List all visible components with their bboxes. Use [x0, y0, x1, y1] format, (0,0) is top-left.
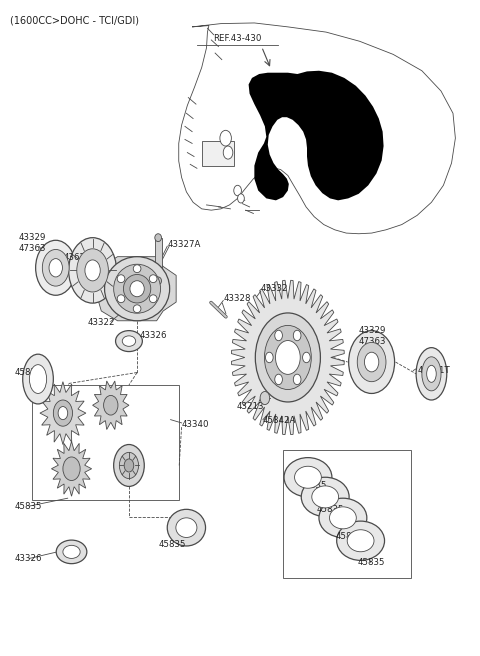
Ellipse shape	[301, 478, 349, 516]
Ellipse shape	[347, 530, 374, 552]
Circle shape	[302, 352, 310, 363]
Text: REF.43-430: REF.43-430	[214, 34, 262, 43]
Ellipse shape	[422, 357, 441, 391]
Ellipse shape	[149, 275, 157, 283]
Circle shape	[260, 392, 270, 405]
Circle shape	[238, 194, 244, 203]
Circle shape	[220, 131, 231, 146]
Ellipse shape	[284, 458, 332, 497]
Ellipse shape	[336, 521, 384, 560]
Ellipse shape	[116, 331, 143, 352]
Circle shape	[223, 146, 233, 159]
Text: 43340: 43340	[181, 420, 209, 430]
Ellipse shape	[364, 352, 379, 372]
Ellipse shape	[122, 336, 136, 346]
Text: 45835: 45835	[158, 539, 186, 548]
Circle shape	[120, 453, 139, 479]
Ellipse shape	[105, 256, 169, 321]
Text: 43326: 43326	[140, 331, 167, 340]
Text: 43326: 43326	[15, 554, 43, 563]
Ellipse shape	[117, 295, 125, 302]
Ellipse shape	[49, 258, 62, 277]
Ellipse shape	[36, 240, 76, 295]
Text: 43329
47363: 43329 47363	[19, 233, 47, 253]
Ellipse shape	[85, 260, 100, 281]
Circle shape	[264, 325, 312, 390]
Circle shape	[255, 313, 321, 402]
Polygon shape	[95, 256, 176, 321]
Bar	[155, 237, 161, 281]
Ellipse shape	[114, 264, 160, 313]
Circle shape	[104, 396, 118, 415]
Text: 43332: 43332	[260, 284, 288, 293]
Ellipse shape	[42, 249, 69, 286]
Ellipse shape	[77, 249, 108, 292]
Text: 43328: 43328	[223, 294, 251, 303]
Ellipse shape	[348, 331, 395, 394]
Text: 43322: 43322	[87, 318, 115, 327]
Polygon shape	[93, 381, 129, 430]
Ellipse shape	[130, 281, 144, 297]
Bar	[202, 141, 234, 166]
Circle shape	[58, 407, 68, 420]
Circle shape	[275, 374, 282, 384]
Ellipse shape	[427, 365, 436, 382]
Circle shape	[234, 185, 241, 195]
Ellipse shape	[295, 466, 322, 488]
Text: 45835: 45835	[317, 506, 344, 514]
Circle shape	[275, 330, 282, 340]
Bar	[283, 451, 411, 578]
Text: (1600CC>DOHC - TCI/GDI): (1600CC>DOHC - TCI/GDI)	[10, 15, 139, 25]
Polygon shape	[231, 280, 344, 435]
Text: 45835: 45835	[15, 502, 43, 510]
Ellipse shape	[133, 305, 141, 313]
Text: 45842A: 45842A	[263, 417, 296, 426]
Circle shape	[276, 340, 300, 375]
Ellipse shape	[63, 545, 80, 558]
Circle shape	[53, 400, 72, 426]
Ellipse shape	[155, 234, 161, 241]
Circle shape	[293, 374, 301, 384]
Polygon shape	[51, 441, 92, 496]
Ellipse shape	[176, 518, 197, 537]
Ellipse shape	[133, 265, 141, 273]
Bar	[32, 385, 179, 499]
Circle shape	[265, 352, 273, 363]
Text: 43329
47363: 43329 47363	[359, 326, 386, 346]
Ellipse shape	[56, 540, 87, 564]
Text: 45835: 45835	[336, 531, 363, 541]
Text: 45835: 45835	[15, 368, 43, 377]
Ellipse shape	[29, 365, 47, 394]
Text: 45835: 45835	[300, 481, 327, 489]
Ellipse shape	[329, 507, 356, 529]
Ellipse shape	[167, 509, 205, 546]
Text: 43327A: 43327A	[167, 239, 201, 249]
Circle shape	[63, 457, 80, 481]
Text: 43331T: 43331T	[417, 366, 450, 375]
Ellipse shape	[23, 354, 53, 404]
Circle shape	[293, 330, 301, 340]
Circle shape	[114, 445, 144, 486]
Ellipse shape	[123, 274, 151, 303]
Polygon shape	[179, 23, 456, 234]
Text: 45835: 45835	[357, 558, 385, 567]
Polygon shape	[249, 71, 384, 200]
Text: 43625B: 43625B	[64, 253, 97, 262]
Ellipse shape	[416, 348, 447, 400]
Ellipse shape	[312, 486, 338, 508]
Circle shape	[124, 459, 134, 472]
Ellipse shape	[319, 498, 367, 537]
Ellipse shape	[149, 295, 157, 302]
Ellipse shape	[357, 342, 386, 382]
Polygon shape	[40, 382, 86, 445]
Text: 43213: 43213	[237, 402, 264, 411]
Ellipse shape	[155, 277, 161, 285]
Ellipse shape	[69, 237, 117, 303]
Ellipse shape	[117, 275, 125, 283]
